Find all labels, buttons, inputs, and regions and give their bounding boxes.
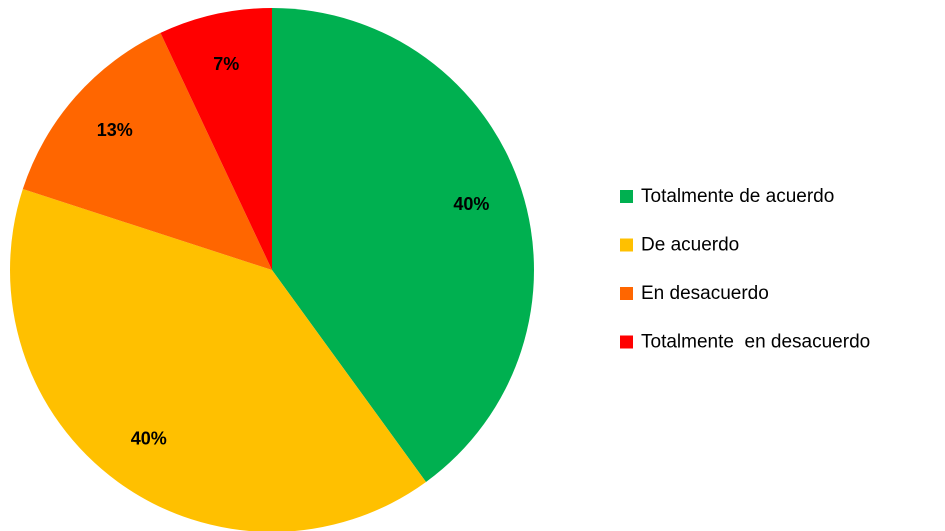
data-label: 13% — [97, 120, 133, 140]
legend-label: Totalmente en desacuerdo — [641, 332, 870, 353]
legend-swatch — [620, 238, 633, 252]
data-label: 40% — [453, 194, 489, 214]
legend-swatch — [620, 335, 633, 349]
legend-label: En desacuerdo — [641, 283, 769, 304]
legend-swatch — [620, 190, 633, 203]
legend-swatch — [620, 287, 633, 300]
legend-label: Totalmente de acuerdo — [641, 186, 834, 207]
legend-label: De acuerdo — [641, 235, 739, 256]
pie-slice — [272, 8, 534, 482]
data-label: 7% — [213, 54, 239, 74]
pie-slice — [10, 189, 426, 531]
pie-slice — [22, 32, 272, 270]
data-label: 40% — [131, 428, 167, 448]
pie-slice — [160, 7, 272, 270]
